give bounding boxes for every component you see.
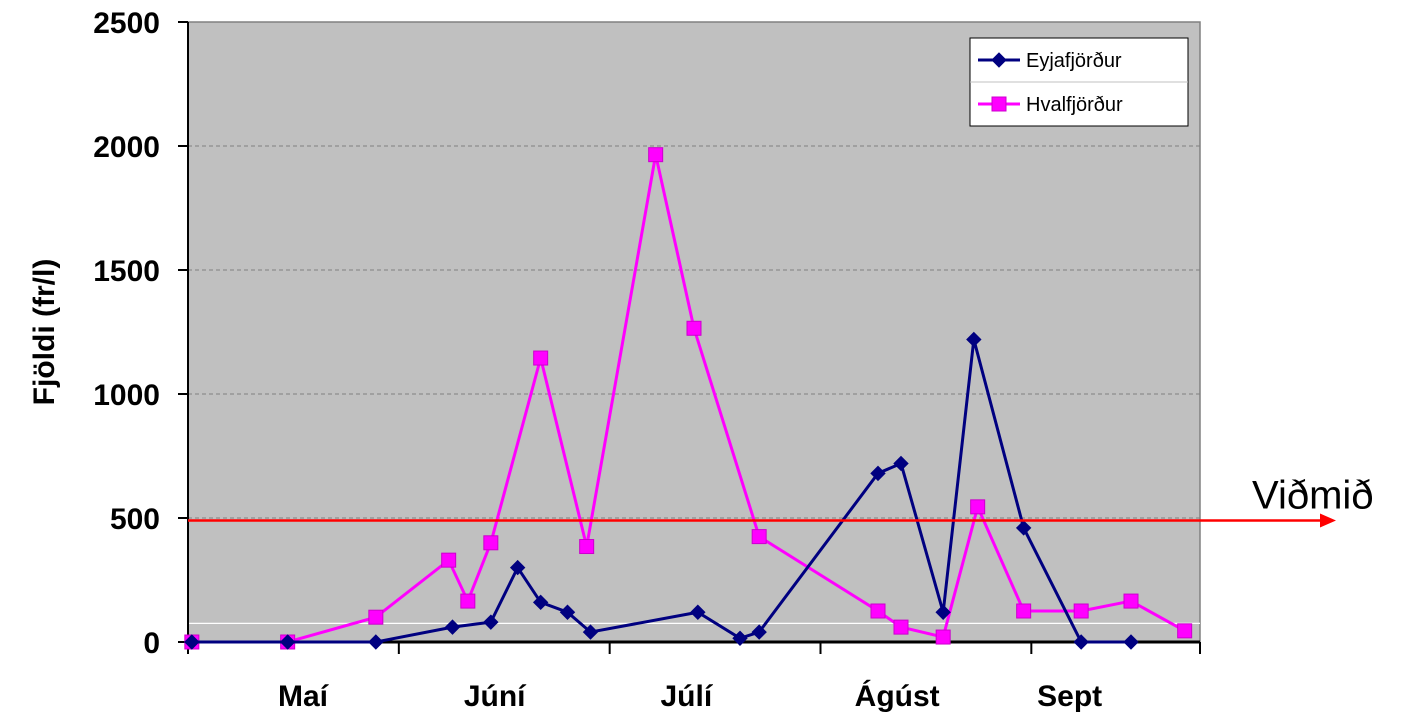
- data-point: [966, 331, 982, 348]
- data-point: [582, 624, 599, 640]
- y-tick-label: 2500: [93, 7, 160, 40]
- y-tick-label: 0: [143, 627, 160, 660]
- y-axis-label: Fjöldi (fr/l): [28, 259, 61, 406]
- data-point: [279, 634, 296, 650]
- data-point: [483, 535, 499, 551]
- series-eyjafjörður: [184, 331, 1139, 650]
- legend-label: Hvalfjörður: [1026, 94, 1123, 116]
- data-point: [184, 634, 200, 650]
- data-point: [893, 619, 909, 635]
- reference-label: Viðmið: [1252, 473, 1374, 517]
- y-tick-label: 1500: [93, 255, 160, 288]
- data-point: [483, 614, 499, 630]
- data-point: [991, 96, 1007, 112]
- data-point: [648, 147, 664, 163]
- x-tick-label: Sept: [1037, 680, 1102, 713]
- legend-item: Eyjafjörður: [978, 50, 1122, 72]
- data-point: [1073, 634, 1089, 650]
- y-tick-label: 1000: [93, 379, 160, 412]
- data-point: [460, 593, 476, 609]
- data-point: [1016, 603, 1032, 619]
- y-tick-label: 2000: [93, 131, 160, 164]
- data-point: [893, 455, 909, 472]
- data-point: [935, 604, 951, 620]
- x-tick-label: Júlí: [660, 680, 713, 713]
- data-point: [368, 609, 384, 625]
- data-point: [532, 594, 549, 611]
- data-point: [991, 52, 1007, 68]
- legend-label: Eyjafjörður: [1026, 50, 1122, 72]
- data-point: [970, 499, 986, 515]
- data-point: [533, 350, 549, 366]
- data-point: [732, 630, 748, 646]
- legend: Eyjafjörður Hvalfjörður: [969, 37, 1189, 127]
- data-point: [1123, 593, 1139, 609]
- series-layer: [184, 147, 1193, 650]
- x-tick-label: Júní: [464, 680, 527, 713]
- data-point: [579, 539, 595, 555]
- data-point: [1015, 520, 1032, 536]
- x-axis-ticks: Maí Júní Júlí Ágúst Sept: [187, 642, 1201, 713]
- data-point: [444, 619, 461, 635]
- data-point: [1177, 623, 1193, 639]
- data-point: [1073, 603, 1089, 619]
- data-point: [751, 529, 767, 545]
- data-point: [751, 624, 767, 640]
- data-point: [1123, 634, 1139, 650]
- data-point: [690, 604, 706, 620]
- data-point: [441, 552, 457, 568]
- data-point: [509, 559, 526, 576]
- x-tick-label: Maí: [278, 680, 330, 713]
- legend-item: Hvalfjörður: [978, 94, 1123, 116]
- reference-arrowhead: [1320, 513, 1336, 528]
- x-tick-label: Ágúst: [855, 679, 940, 713]
- data-point: [686, 320, 702, 336]
- data-point: [368, 634, 384, 650]
- data-point: [870, 465, 886, 482]
- data-point: [870, 603, 886, 619]
- data-point: [935, 629, 951, 645]
- reference-line-group: Viðmið: [188, 473, 1374, 528]
- y-axis-ticks: 0 500 1000 1500 2000 2500: [93, 7, 188, 660]
- y-tick-label: 500: [110, 503, 160, 536]
- data-point: [559, 604, 576, 620]
